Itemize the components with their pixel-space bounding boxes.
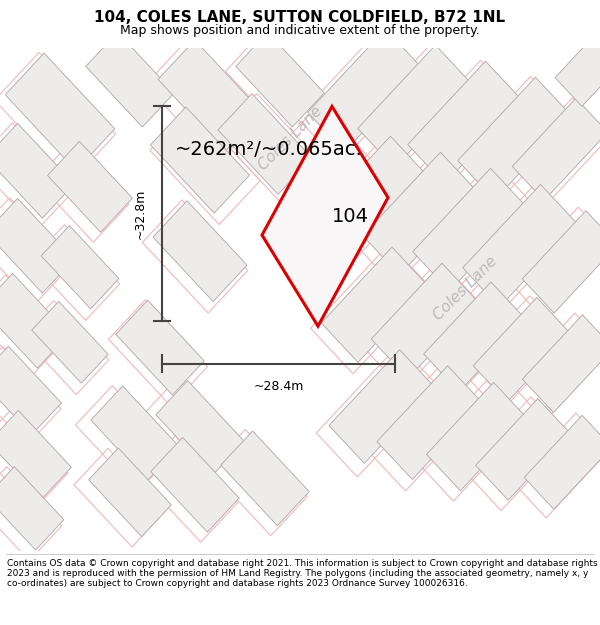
Polygon shape [313, 136, 427, 259]
Polygon shape [329, 350, 435, 463]
Polygon shape [424, 282, 526, 392]
Text: 104, COLES LANE, SUTTON COLDFIELD, B72 1NL: 104, COLES LANE, SUTTON COLDFIELD, B72 1… [94, 11, 506, 26]
Polygon shape [0, 346, 61, 435]
Polygon shape [89, 448, 172, 537]
Polygon shape [262, 106, 388, 326]
Polygon shape [363, 152, 477, 275]
Text: ~28.4m: ~28.4m [253, 380, 304, 392]
Polygon shape [463, 184, 577, 307]
Polygon shape [41, 226, 119, 309]
Polygon shape [0, 467, 64, 550]
Polygon shape [0, 123, 74, 218]
Polygon shape [5, 53, 115, 171]
Polygon shape [221, 431, 309, 526]
Polygon shape [32, 301, 108, 383]
Polygon shape [116, 300, 204, 395]
Polygon shape [458, 78, 572, 200]
Polygon shape [47, 141, 133, 232]
Polygon shape [413, 168, 527, 291]
Polygon shape [371, 263, 479, 378]
Polygon shape [158, 40, 262, 151]
Polygon shape [473, 298, 571, 402]
Polygon shape [151, 107, 250, 213]
Polygon shape [524, 415, 600, 509]
Polygon shape [0, 411, 71, 499]
Polygon shape [523, 315, 600, 412]
Polygon shape [86, 32, 174, 127]
Polygon shape [321, 247, 429, 362]
Polygon shape [156, 381, 244, 476]
Polygon shape [427, 382, 527, 491]
Text: ~262m²/~0.065ac.: ~262m²/~0.065ac. [175, 140, 363, 159]
Polygon shape [555, 21, 600, 106]
Polygon shape [377, 366, 483, 479]
Polygon shape [476, 399, 571, 500]
Polygon shape [218, 94, 312, 194]
Text: Contains OS data © Crown copyright and database right 2021. This information is : Contains OS data © Crown copyright and d… [7, 559, 598, 588]
Polygon shape [512, 98, 600, 201]
Text: Coles Lane: Coles Lane [255, 104, 325, 173]
Polygon shape [91, 386, 179, 481]
Polygon shape [153, 201, 247, 301]
Polygon shape [358, 45, 472, 168]
Text: Map shows position and indicative extent of the property.: Map shows position and indicative extent… [120, 24, 480, 37]
Polygon shape [408, 61, 522, 184]
Polygon shape [0, 274, 69, 368]
Text: 104: 104 [331, 207, 368, 226]
Polygon shape [151, 438, 239, 532]
Polygon shape [236, 32, 324, 127]
Polygon shape [308, 29, 422, 152]
Text: ~32.8m: ~32.8m [134, 189, 147, 239]
Text: Coles Lane: Coles Lane [430, 254, 500, 324]
Polygon shape [522, 211, 600, 313]
Polygon shape [0, 198, 74, 293]
